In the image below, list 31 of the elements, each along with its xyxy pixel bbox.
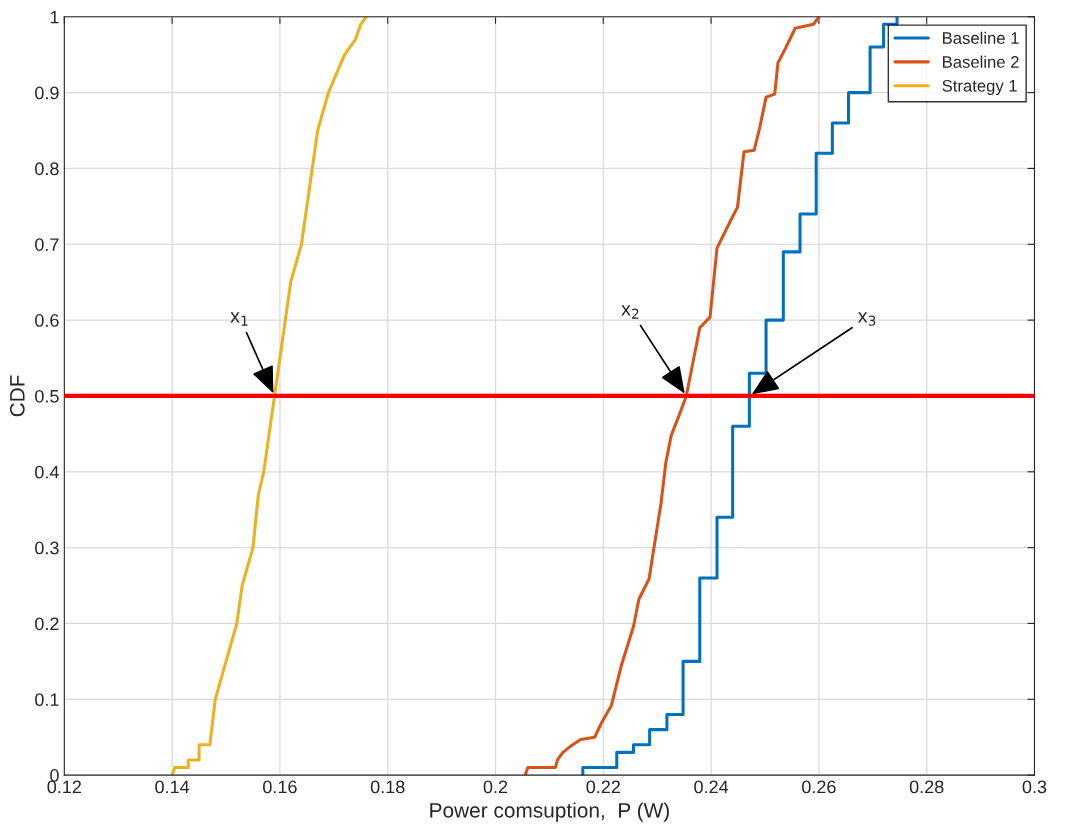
y-tick-label: 0.9 [35, 86, 59, 100]
y-axis-title: CDF [9, 375, 25, 417]
x-tick-label: 0.12 [47, 780, 81, 794]
y-tick-label: 0.5 [35, 389, 59, 403]
y-tick-label: 0 [50, 769, 59, 782]
legend-label: Baseline 1 [943, 31, 1019, 44]
legend-label: Strategy 1 [942, 79, 1017, 96]
y-tick-label: 0.4 [35, 465, 59, 479]
x-tick-label: 0.16 [263, 780, 297, 794]
annotation: x$_{2}$ [621, 305, 639, 319]
x-tick-label: 0.18 [370, 780, 405, 794]
annotation: x$_{1}$ [230, 312, 248, 326]
x-tick-label: 0.28 [909, 780, 944, 794]
x-tick-label: 0.22 [586, 780, 620, 794]
y-tick-label: 0.8 [35, 162, 59, 176]
y-tick-label: 0.1 [35, 693, 59, 707]
x-tick-label: 0.3 [1022, 780, 1047, 794]
y-tick-label: 0.6 [35, 314, 59, 327]
y-tick-label: 1 [50, 10, 59, 24]
x-tick-label: 0.26 [802, 780, 836, 794]
line-series [170, 16, 368, 776]
x-tick-label: 0.14 [155, 780, 190, 794]
y-tick-label: 0.7 [35, 238, 59, 251]
x-tick-label: 0.24 [694, 780, 729, 794]
x-axis-title: Power comsuption, P (W) [430, 802, 669, 822]
x-tick-label: 0.2 [483, 780, 508, 794]
legend-label: Baseline 2 [943, 55, 1019, 68]
line-series [523, 16, 821, 776]
y-tick-label: 0.3 [35, 541, 59, 555]
annotation: x$_{3}$ [858, 312, 876, 326]
y-tick-label: 0.2 [35, 617, 59, 631]
